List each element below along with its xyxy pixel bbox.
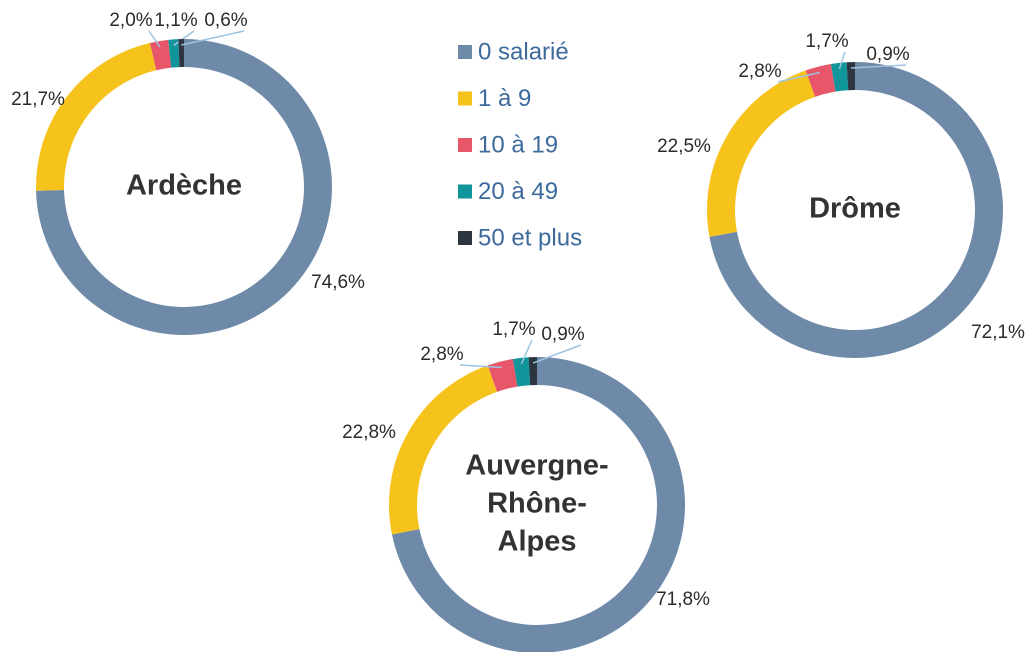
legend-label: 0 salarié bbox=[478, 38, 569, 65]
value-label: 0,6% bbox=[204, 10, 247, 31]
donut-slice bbox=[830, 62, 849, 92]
legend-label: 50 et plus bbox=[478, 224, 582, 251]
chart-title: Auvergne- bbox=[465, 450, 608, 482]
value-label: 0,9% bbox=[866, 44, 909, 65]
legend-label: 20 à 49 bbox=[478, 178, 558, 205]
legend-label: 10 à 19 bbox=[478, 131, 558, 158]
legend-label: 1 à 9 bbox=[478, 85, 531, 112]
value-label: 22,8% bbox=[342, 422, 396, 443]
donut-slice bbox=[36, 42, 157, 191]
chart-title: Ardèche bbox=[126, 170, 242, 202]
value-label: 1,1% bbox=[154, 10, 197, 31]
value-label: 72,1% bbox=[971, 322, 1025, 343]
leader-line bbox=[173, 30, 195, 46]
chart-title: Drôme bbox=[809, 193, 901, 225]
value-label: 2,8% bbox=[420, 344, 463, 365]
legend-swatch bbox=[458, 138, 472, 152]
leader-line bbox=[838, 51, 846, 70]
leader-line bbox=[181, 30, 245, 46]
value-label: 74,6% bbox=[311, 272, 365, 293]
value-label: 1,7% bbox=[492, 319, 535, 340]
leader-line bbox=[532, 344, 582, 364]
donut-slice bbox=[168, 39, 180, 68]
value-label: 71,8% bbox=[656, 589, 710, 610]
legend-swatch bbox=[458, 184, 472, 199]
leader-line bbox=[520, 339, 533, 365]
donut-slice bbox=[528, 357, 537, 386]
value-label: 22,5% bbox=[657, 136, 711, 157]
leader-line bbox=[777, 71, 820, 83]
donut-slice bbox=[149, 39, 172, 71]
chart-title: Rhône- bbox=[487, 488, 587, 520]
donut-slice bbox=[389, 365, 498, 535]
legend-swatch bbox=[458, 45, 472, 59]
donut-slice bbox=[805, 63, 836, 97]
chart-title: Alpes bbox=[498, 526, 577, 558]
value-label: 1,7% bbox=[805, 31, 848, 52]
donut-slice bbox=[178, 39, 184, 68]
value-label: 2,0% bbox=[109, 10, 152, 31]
value-label: 2,8% bbox=[738, 61, 781, 82]
donut-slice bbox=[512, 357, 531, 387]
value-label: 0,9% bbox=[541, 324, 584, 345]
donut-slice bbox=[846, 62, 855, 91]
leader-line bbox=[850, 64, 907, 69]
donut-slice bbox=[707, 70, 816, 237]
leader-line bbox=[148, 30, 161, 48]
leader-line bbox=[459, 364, 502, 369]
legend-swatch bbox=[458, 91, 472, 106]
value-label: 21,7% bbox=[11, 89, 65, 110]
legend-swatch bbox=[458, 231, 472, 245]
